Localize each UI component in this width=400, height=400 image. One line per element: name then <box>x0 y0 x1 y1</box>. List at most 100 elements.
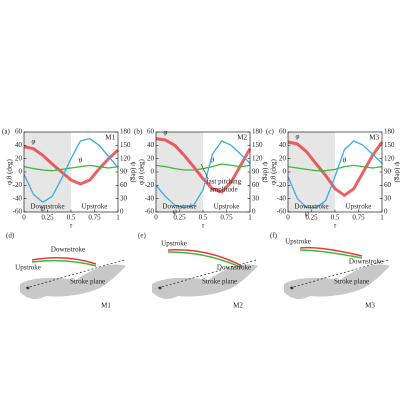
y-tick-label: -20 <box>13 181 23 189</box>
series-line <box>23 145 120 186</box>
downstroke-shade <box>288 132 335 212</box>
y2-tick-label: 180 <box>252 128 263 136</box>
diagram: Downstroke Upstroke Stroke plane M3 (f) <box>270 232 390 310</box>
plot-frame <box>287 131 383 213</box>
x-tick-label: 0.25 <box>173 214 186 222</box>
diagram: Downstroke Upstroke Stroke plane M1 (d) <box>6 232 126 310</box>
y-tick-label: 20 <box>15 154 23 162</box>
model-label: M2 <box>237 134 247 142</box>
bird-eye <box>290 286 294 290</box>
downstroke-path <box>299 246 363 257</box>
y-axis-label: φ,θ (deg) <box>138 159 146 185</box>
downstroke-label: Downstroke <box>349 258 383 266</box>
y2-tick-label: 120 <box>120 154 131 162</box>
y-tick-label: 20 <box>147 154 155 162</box>
y-tick-label: 40 <box>15 141 23 149</box>
y-tick-label: 20 <box>279 154 287 162</box>
x-tick-label: 1 <box>380 214 384 222</box>
y-axis-label: φ,θ (deg) <box>270 159 278 185</box>
series-label: φ <box>163 129 167 137</box>
downstroke-path <box>31 257 97 265</box>
region-label: Upstroke <box>214 203 240 211</box>
region-label: Downstroke <box>30 203 64 211</box>
x-tick-label: 0 <box>22 214 26 222</box>
downstroke-label: Downstroke <box>217 264 251 272</box>
y2-tick-label: 0 <box>252 208 256 216</box>
upstroke-path <box>299 249 363 259</box>
x-axis-label: τ <box>70 222 73 230</box>
y-tick-label: 0 <box>283 168 287 176</box>
panel-label: (d) <box>6 232 15 240</box>
y-tick-label: 60 <box>147 128 155 136</box>
downstroke-path <box>167 249 243 267</box>
model-label: M1 <box>105 134 115 142</box>
x-tick-label: 1 <box>116 214 120 222</box>
y-axis-label: φ,θ (deg) <box>6 159 14 185</box>
upstroke-path <box>167 251 243 269</box>
y2-tick-label: 90 <box>120 168 128 176</box>
y2-axis-label: ψ (deg) <box>393 162 400 184</box>
y2-tick-label: 120 <box>384 154 395 162</box>
plot-frame <box>155 131 251 213</box>
y2-tick-label: 60 <box>384 181 392 189</box>
panel-label: (f) <box>270 232 278 240</box>
y2-tick-label: 0 <box>120 208 124 216</box>
y2-tick-label: 150 <box>252 141 263 149</box>
upstroke-label: Upstroke <box>161 240 187 248</box>
y-tick-label: -20 <box>277 181 287 189</box>
series-line <box>23 138 119 203</box>
model-label: M2 <box>233 302 243 310</box>
downstroke-shade <box>156 132 203 212</box>
y2-tick-label: 0 <box>384 208 388 216</box>
panel-label: (a) <box>2 128 10 136</box>
series-line <box>287 140 383 209</box>
x-tick-label: 0.5 <box>199 214 208 222</box>
series-line <box>23 164 119 172</box>
region-label: Upstroke <box>82 203 108 211</box>
y-tick-label: -40 <box>277 194 287 202</box>
series-label: θ <box>343 156 347 164</box>
bird-eye <box>158 286 162 290</box>
y-tick-label: 0 <box>19 168 23 176</box>
x-tick-label: 0 <box>154 214 158 222</box>
y2-tick-label: 150 <box>384 141 395 149</box>
stroke-plane-label: Stroke plane <box>334 278 369 286</box>
series-label: ψ <box>305 210 310 218</box>
x-tick-label: 0.75 <box>352 214 365 222</box>
panel-label: (b) <box>134 128 143 136</box>
y2-tick-label: 30 <box>252 194 260 202</box>
y2-tick-label: 90 <box>252 168 260 176</box>
y2-tick-label: 60 <box>252 181 260 189</box>
y2-tick-label: 180 <box>120 128 131 136</box>
y-tick-label: 0 <box>151 168 155 176</box>
series-label: φ <box>295 133 299 141</box>
model-label: M1 <box>101 302 111 310</box>
y-tick-label: -20 <box>145 181 155 189</box>
series-label: θ <box>79 156 83 164</box>
y2-tick-label: 90 <box>384 168 392 176</box>
bird-eye <box>26 286 30 290</box>
y2-tick-label: 180 <box>384 128 395 136</box>
series-label: φ <box>31 137 35 145</box>
y-tick-label: 60 <box>279 128 287 136</box>
bird-body <box>152 264 258 299</box>
annotation-arrow <box>200 163 208 179</box>
x-tick-label: 0.75 <box>220 214 233 222</box>
x-axis-label: τ <box>202 222 205 230</box>
stroke-plane-line <box>25 259 125 289</box>
x-tick-label: 0 <box>286 214 290 222</box>
region-label: Downstroke <box>294 203 328 211</box>
x-tick-label: 0.25 <box>305 214 318 222</box>
stroke-plane-label: Stroke plane <box>202 278 237 286</box>
y-tick-label: 40 <box>279 141 287 149</box>
region-label: Downstroke <box>162 203 196 211</box>
annotation: amplitude <box>210 186 238 194</box>
annotation: fast pitching <box>206 178 241 186</box>
diagram: Downstroke Upstroke Stroke plane M2 (e) <box>138 232 258 310</box>
panel-label: (e) <box>138 232 146 240</box>
y-tick-label: 60 <box>15 128 23 136</box>
series-line <box>155 137 252 194</box>
x-tick-label: 0.25 <box>41 214 54 222</box>
series-label: ψ <box>41 205 46 213</box>
